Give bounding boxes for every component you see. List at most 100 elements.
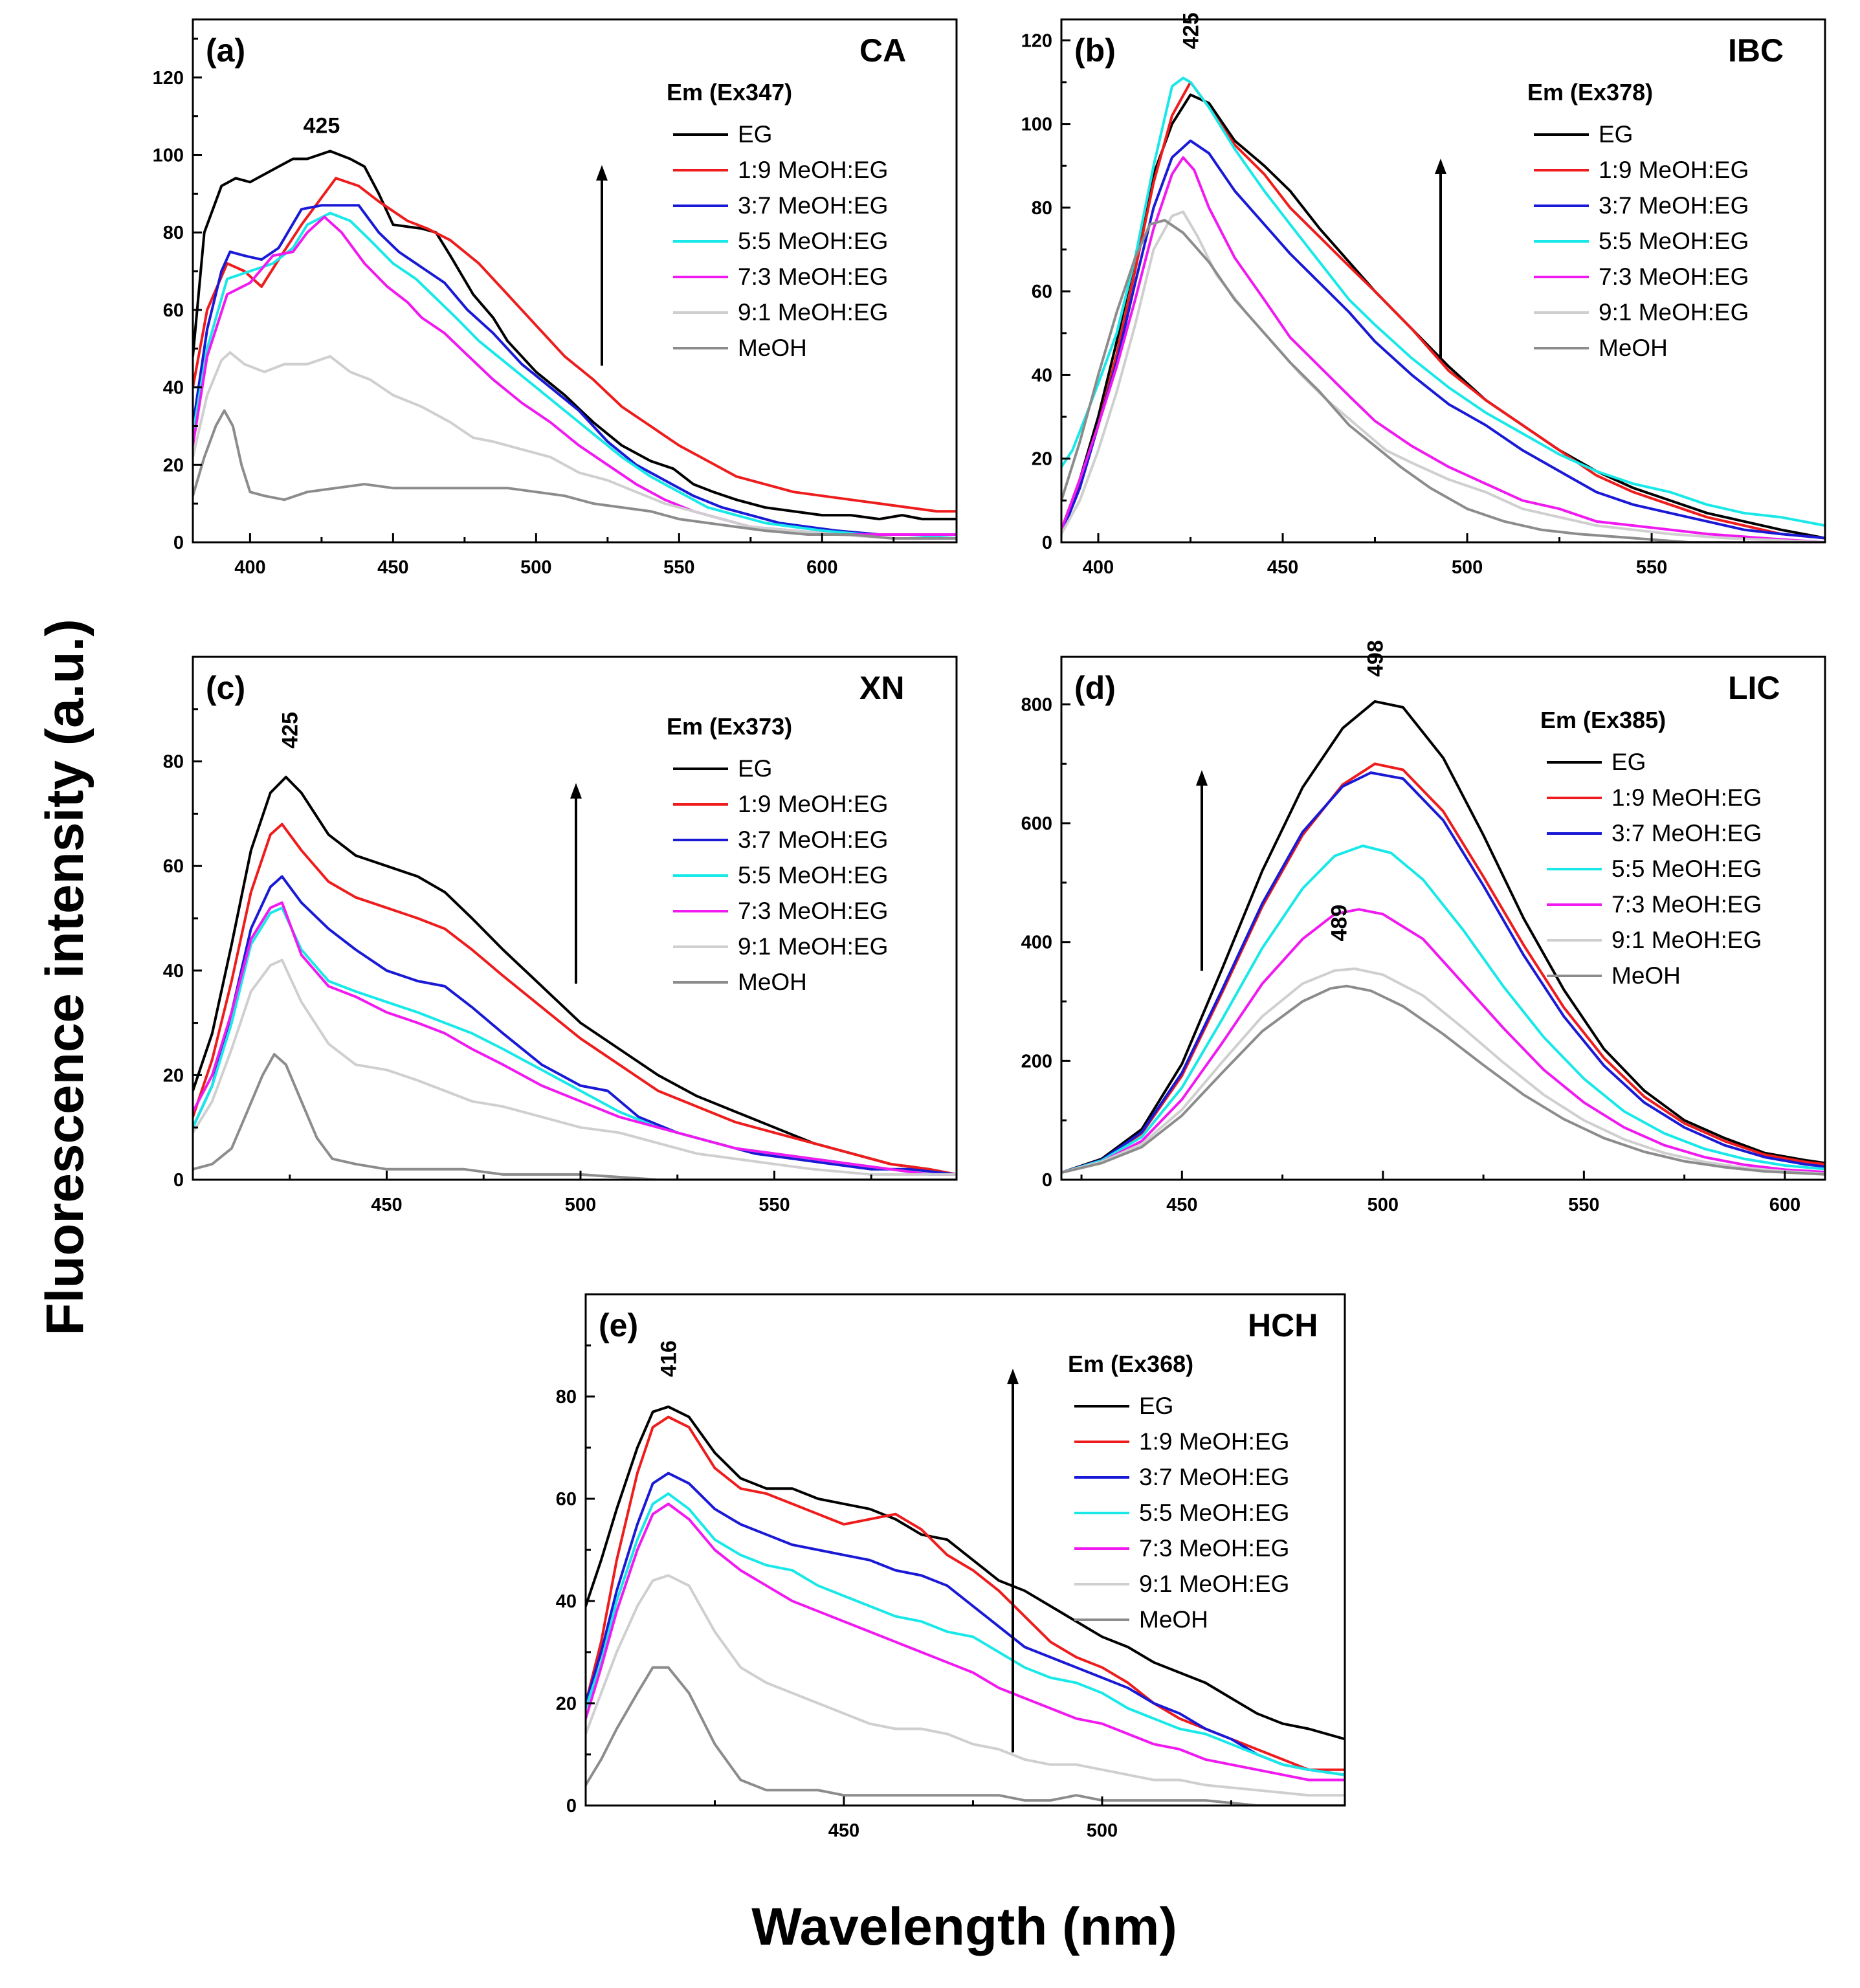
x-tick-label: 550	[1636, 557, 1667, 578]
y-tick-label: 100	[153, 145, 184, 166]
panel-label: (e)	[599, 1307, 638, 1343]
y-tick-label: 200	[1021, 1051, 1052, 1072]
series-line-1	[1061, 700, 1825, 1174]
panel-label: (c)	[206, 670, 245, 706]
y-tick-label: 0	[1042, 1170, 1052, 1191]
legend-label: MeOH	[738, 969, 807, 995]
trend-arrow-head	[1196, 770, 1208, 786]
legend-label: MeOH	[1611, 962, 1681, 989]
legend-label: 3:7 MeOH:EG	[1139, 1464, 1289, 1490]
series-line-4	[193, 212, 957, 540]
y-tick-label: 0	[566, 1796, 577, 1817]
y-axis-title: Fluorescence intensity (a.u.)	[36, 619, 94, 1335]
series-line-4	[586, 1492, 1345, 1776]
panel-label: (b)	[1074, 32, 1116, 69]
series-line-6	[193, 958, 957, 1176]
series-line-5	[1061, 908, 1825, 1174]
legend-label: 1:9 MeOH:EG	[1139, 1428, 1289, 1455]
peak-label: 425	[304, 113, 340, 138]
legend-label: EG	[738, 121, 772, 148]
plot-frame	[1060, 18, 1826, 544]
y-tick-label: 80	[163, 752, 184, 773]
y-tick-label: 60	[163, 856, 184, 877]
legend-label: 5:5 MeOH:EG	[738, 862, 888, 889]
legend-label: 5:5 MeOH:EG	[1611, 856, 1762, 882]
series-line-6	[586, 1574, 1345, 1797]
y-tick-label: 40	[556, 1591, 577, 1612]
legend: Em (Ex368) EG 1:9 MeOH:EG 3:7 MeOH:EG 5:5 Me…	[1068, 1351, 1289, 1633]
x-tick-label: 500	[520, 557, 551, 578]
y-tick-label: 60	[1032, 282, 1052, 302]
series-group	[1061, 700, 1825, 1176]
y-tick-label: 20	[163, 1065, 184, 1086]
y-tick-label: 40	[1032, 365, 1052, 386]
series-group	[586, 1405, 1345, 1806]
y-tick-label: 0	[173, 1170, 184, 1191]
compound-title: LIC	[1728, 670, 1780, 706]
y-tick-label: 80	[163, 223, 184, 243]
series-line-7	[586, 1666, 1345, 1806]
series-line-5	[586, 1502, 1345, 1782]
x-tick-label: 450	[371, 1195, 402, 1215]
series-line-3	[586, 1472, 1345, 1776]
x-tick-label: 500	[1367, 1195, 1399, 1215]
legend-label: 7:3 MeOH:EG	[1599, 263, 1749, 290]
excitation-label: Em (Ex385)	[1540, 707, 1666, 733]
y-tick-label: 800	[1021, 694, 1052, 715]
legend-label: MeOH	[1139, 1606, 1208, 1633]
y-tick-label: 20	[163, 455, 184, 476]
legend-label: 3:7 MeOH:EG	[738, 826, 888, 853]
peak-label: 416	[657, 1340, 681, 1377]
peak-label: 489	[1327, 905, 1352, 942]
y-tick-label: 0	[173, 533, 184, 553]
series-group	[193, 149, 957, 540]
y-tick-label: 0	[1042, 533, 1052, 553]
x-tick-label: 400	[1083, 557, 1114, 578]
excitation-label: Em (Ex373)	[667, 713, 792, 740]
y-tick-label: 80	[1032, 198, 1052, 219]
x-tick-label: 450	[828, 1820, 859, 1841]
legend-label: 7:3 MeOH:EG	[738, 898, 888, 924]
series-line-7	[193, 1053, 957, 1180]
series-line-2	[193, 823, 957, 1176]
legend-label: 5:5 MeOH:EG	[1139, 1499, 1289, 1526]
legend: Em (Ex385) EG 1:9 MeOH:EG 3:7 MeOH:EG 5:5 Me…	[1540, 707, 1762, 989]
legend: Em (Ex347) EG 1:9 MeOH:EG 3:7 MeOH:EG 5:5 Me…	[667, 79, 888, 361]
compound-title: XN	[859, 670, 904, 706]
legend-label: 9:1 MeOH:EG	[738, 299, 888, 326]
trend-arrow-head	[1007, 1369, 1019, 1384]
x-tick-label: 400	[234, 557, 265, 578]
legend-label: MeOH	[738, 335, 807, 361]
y-tick-label: 20	[1032, 449, 1052, 470]
y-tick-label: 400	[1021, 933, 1052, 953]
legend: Em (Ex378) EG 1:9 MeOH:EG 3:7 MeOH:EG 5:5 Me…	[1527, 79, 1749, 361]
panel-5: 450 500 0 20 40 60 80 (e) HCH Em (Ex368) EG 1:9 MeO…	[556, 1293, 1346, 1841]
panel-1: 400 450 500 550 600 0 20 40 60 80 100 120 (a) CA Em (E…	[153, 18, 958, 578]
panel-label: (a)	[206, 32, 245, 69]
legend-label: EG	[738, 755, 772, 782]
series-line-5	[1061, 156, 1825, 542]
series-line-7	[193, 409, 957, 540]
compound-title: CA	[859, 32, 906, 69]
excitation-label: Em (Ex368)	[1068, 1351, 1193, 1377]
series-line-1	[586, 1405, 1345, 1741]
peak-label: 425	[278, 712, 303, 749]
legend-label: 9:1 MeOH:EG	[738, 933, 888, 960]
legend-label: 1:9 MeOH:EG	[738, 157, 888, 183]
series-line-5	[193, 901, 957, 1176]
x-axis-title: Wavelength (nm)	[751, 1897, 1177, 1956]
series-line-4	[1061, 845, 1825, 1174]
series-line-6	[193, 351, 957, 540]
series-line-4	[1061, 76, 1825, 527]
legend-label: EG	[1139, 1393, 1173, 1419]
x-tick-label: 450	[377, 557, 408, 578]
y-tick-label: 120	[153, 68, 184, 89]
legend-label: 5:5 MeOH:EG	[738, 228, 888, 254]
x-tick-label: 550	[758, 1195, 790, 1215]
y-tick-label: 100	[1021, 115, 1052, 135]
x-tick-label: 500	[565, 1195, 596, 1215]
x-tick-label: 500	[1452, 557, 1483, 578]
series-group	[1061, 76, 1825, 542]
